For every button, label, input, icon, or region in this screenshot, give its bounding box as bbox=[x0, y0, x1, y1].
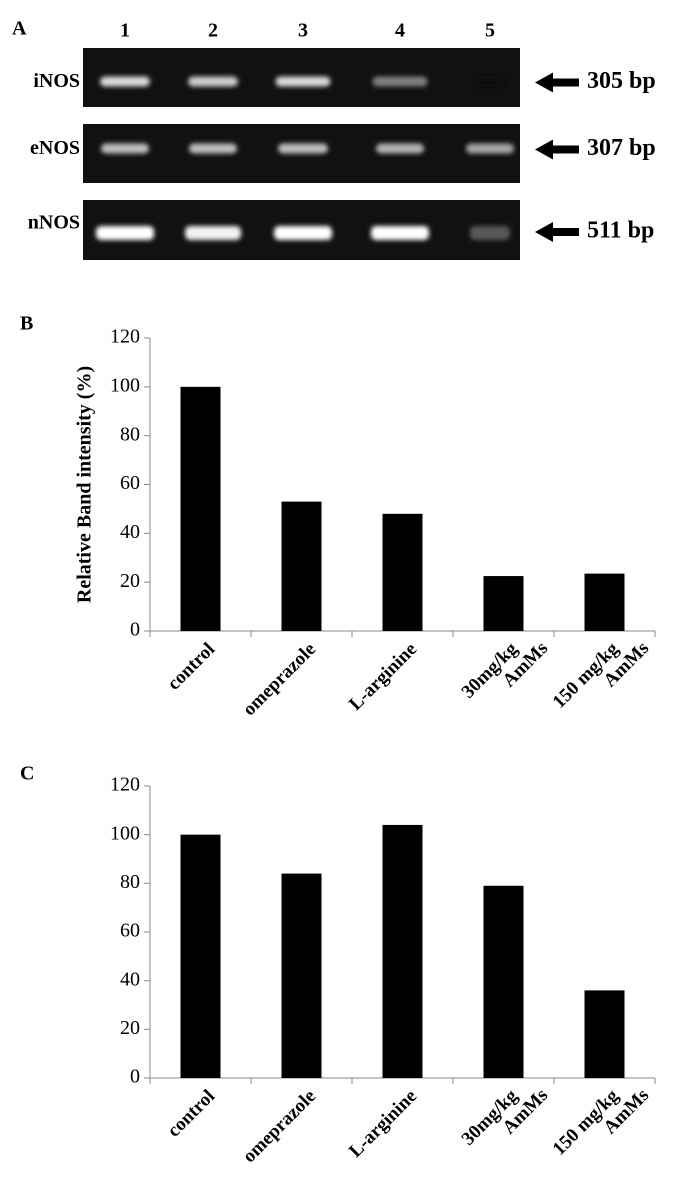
gel-band bbox=[470, 226, 510, 240]
row-label: eNOS bbox=[30, 137, 80, 159]
panel-label: C bbox=[20, 763, 34, 785]
y-tick-label: 20 bbox=[120, 570, 140, 592]
bar bbox=[584, 990, 625, 1078]
x-tick-label: 150 mg/kgAmMs bbox=[549, 623, 654, 728]
x-tick-label: L-arginine bbox=[345, 639, 421, 715]
y-tick-label: 60 bbox=[120, 920, 140, 942]
x-tick-label: omeprazole bbox=[239, 639, 320, 720]
x-tick-label: control bbox=[163, 639, 219, 695]
arrow bbox=[535, 139, 579, 160]
size-label: 305 bp bbox=[587, 68, 656, 94]
y-axis-title: Relative Band intensity (%) bbox=[74, 366, 96, 603]
gel-band bbox=[371, 226, 429, 240]
arrow bbox=[535, 72, 579, 93]
arrow bbox=[535, 222, 579, 242]
size-label: 307 bp bbox=[587, 135, 656, 161]
bar bbox=[382, 513, 423, 631]
x-tick-label: 30mg/kgAmMs bbox=[458, 1070, 552, 1164]
y-tick-label: 80 bbox=[120, 871, 140, 893]
lane-label: 1 bbox=[120, 20, 130, 42]
y-tick-label: 80 bbox=[120, 423, 140, 445]
bar bbox=[584, 573, 625, 631]
y-tick-label: 120 bbox=[110, 326, 140, 348]
x-tick-label: 30mg/kgAmMs bbox=[458, 623, 552, 717]
bar bbox=[483, 885, 524, 1078]
bar bbox=[180, 386, 221, 631]
x-tick-label: control bbox=[163, 1086, 219, 1142]
row-label: iNOS bbox=[33, 70, 80, 92]
y-tick-label: 40 bbox=[120, 968, 140, 990]
bar bbox=[382, 824, 423, 1078]
panel-label: A bbox=[12, 18, 27, 40]
row-label: nNOS bbox=[28, 212, 80, 234]
bar bbox=[281, 501, 322, 631]
x-tick-label: omeprazole bbox=[239, 1086, 320, 1167]
y-tick-label: 0 bbox=[130, 619, 140, 641]
x-tick-label: 150 mg/kgAmMs bbox=[549, 1070, 654, 1175]
size-label: 511 bp bbox=[587, 218, 654, 244]
panel-label: B bbox=[20, 313, 33, 335]
y-tick-label: 100 bbox=[110, 822, 140, 844]
y-tick-label: 60 bbox=[120, 472, 140, 494]
lane-label: 4 bbox=[395, 20, 405, 42]
y-tick-label: 100 bbox=[110, 374, 140, 396]
bar bbox=[281, 873, 322, 1078]
gel-band bbox=[275, 76, 331, 87]
lane-label: 2 bbox=[208, 20, 218, 42]
gel-band bbox=[376, 143, 424, 154]
lane-label: 3 bbox=[298, 20, 308, 42]
gel-band bbox=[101, 143, 149, 154]
bar bbox=[180, 834, 221, 1078]
lane-label: 5 bbox=[485, 20, 495, 42]
gel-band bbox=[278, 143, 328, 154]
gel-band bbox=[466, 143, 514, 154]
y-tick-label: 20 bbox=[120, 1017, 140, 1039]
gel-band bbox=[372, 76, 428, 87]
gel-band bbox=[185, 226, 241, 240]
gel-band bbox=[188, 76, 238, 87]
gel-band bbox=[475, 76, 505, 87]
x-tick-label: L-arginine bbox=[345, 1086, 421, 1162]
gel-band bbox=[274, 226, 332, 240]
y-tick-label: 120 bbox=[110, 774, 140, 796]
gel-band bbox=[100, 76, 150, 87]
bar bbox=[483, 576, 524, 631]
y-tick-label: 40 bbox=[120, 521, 140, 543]
gel-band bbox=[189, 143, 237, 154]
gel-band bbox=[96, 226, 154, 240]
y-tick-label: 0 bbox=[130, 1066, 140, 1088]
